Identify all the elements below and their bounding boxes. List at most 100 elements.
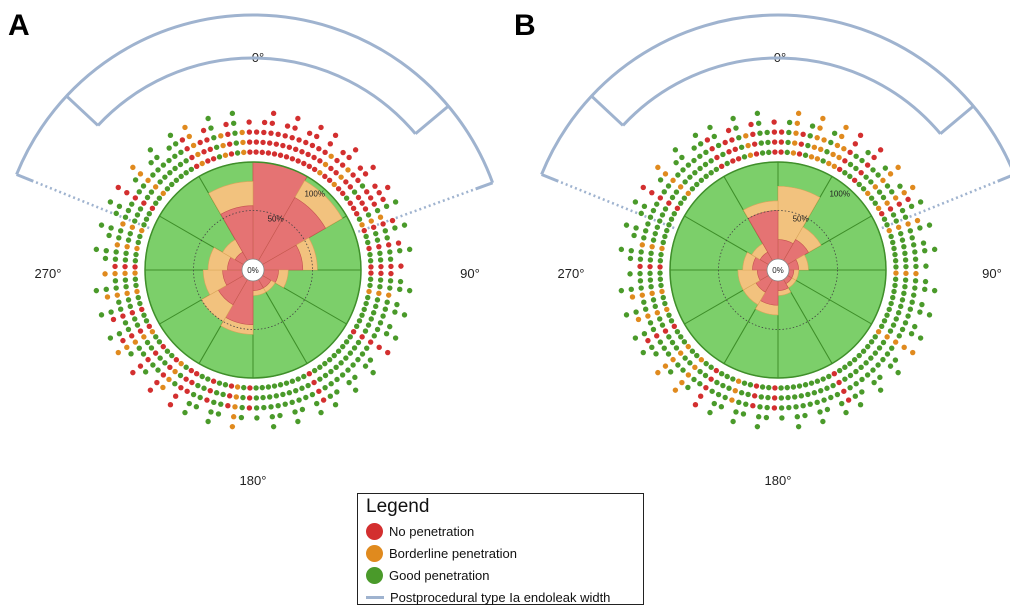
penetration-dot (283, 380, 290, 386)
penetration-dot (913, 270, 919, 277)
penetration-dot (751, 141, 758, 147)
penetration-dot (347, 350, 354, 356)
penetration-dot (286, 144, 293, 150)
penetration-dot (714, 154, 720, 161)
penetration-dot (295, 418, 301, 425)
penetration-dot (637, 256, 644, 262)
penetration-dot (184, 146, 190, 152)
penetration-dot (296, 397, 302, 403)
penetration-dot (286, 390, 293, 396)
penetration-dot (897, 183, 903, 189)
penetration-dot (338, 174, 344, 180)
penetration-dot (148, 345, 155, 351)
penetration-dot (758, 140, 764, 146)
penetration-dot (802, 152, 809, 158)
penetration-dot (208, 125, 214, 131)
center-hub (766, 258, 790, 282)
penetration-dot (167, 132, 174, 138)
penetration-dot (652, 303, 658, 310)
penetration-dot (346, 379, 352, 386)
penetration-dot (662, 171, 669, 177)
penetration-dot (167, 402, 174, 408)
penetration-dot (148, 159, 154, 166)
penetration-dot (383, 331, 390, 337)
penetration-dot (884, 183, 891, 189)
penetration-dot (370, 164, 376, 171)
penetration-dot (153, 200, 159, 206)
penetration-dot (759, 384, 766, 390)
penetration-dot (377, 284, 383, 290)
penetration-dot (365, 322, 372, 328)
penetration-dot (317, 364, 323, 370)
center-hub (241, 258, 265, 282)
penetration-dot (363, 233, 369, 240)
penetration-dot (637, 263, 643, 270)
penetration-dot (740, 411, 747, 417)
green-dot-icon (366, 566, 383, 584)
penetration-dot (680, 367, 686, 373)
penetration-dot (826, 160, 832, 167)
penetration-dot (139, 227, 145, 234)
penetration-dot (884, 312, 890, 318)
radius-label-50: 50% (268, 215, 284, 224)
fifty-percent-ring (193, 210, 313, 330)
penetration-dot (205, 115, 211, 122)
penetration-dot (830, 382, 836, 389)
penetration-dot (794, 414, 801, 420)
penetration-dot (905, 221, 911, 227)
penetration-dot (102, 255, 109, 262)
penetration-dot (895, 224, 902, 230)
penetration-dot (144, 194, 151, 201)
penetration-dot (741, 154, 748, 160)
penetration-dot (301, 160, 307, 167)
penetration-dot (108, 225, 114, 231)
penetration-dot (132, 218, 138, 224)
penetration-dot (124, 290, 130, 297)
penetration-dot (771, 405, 778, 411)
penetration-dot (368, 218, 374, 224)
penetration-dot (795, 423, 802, 430)
penetration-dot (155, 167, 161, 173)
penetration-dot (890, 212, 897, 218)
panel-b-angle-180: 180° (765, 473, 792, 488)
penetration-dot (271, 383, 278, 389)
penetration-dot (654, 310, 661, 316)
penetration-dot (112, 263, 118, 270)
penetration-dot (871, 154, 877, 161)
penetration-dot (143, 216, 150, 222)
penetration-dot (902, 214, 909, 220)
penetration-dot (104, 294, 111, 300)
penetration-dot (98, 312, 105, 318)
penetration-dot (784, 384, 790, 391)
penetration-dot (314, 400, 320, 407)
penetration-dot (669, 339, 676, 346)
penetration-dot (657, 339, 664, 345)
penetration-dot (638, 210, 644, 217)
penetration-dot (378, 263, 384, 270)
penetration-dot (207, 387, 213, 394)
penetration-dot (134, 322, 141, 328)
penetration-dot (805, 391, 811, 398)
penetration-dot (648, 250, 654, 256)
penetration-dot (890, 322, 897, 328)
penetration-dot (186, 400, 192, 407)
penetration-dot (332, 402, 339, 408)
penetration-dot (137, 233, 143, 240)
penetration-dot (368, 264, 374, 270)
penetration-dot (687, 174, 693, 180)
penetration-dot (172, 153, 178, 159)
penetration-dot (338, 360, 344, 366)
penetration-dot (133, 251, 139, 258)
penetration-dot (637, 278, 644, 284)
penetration-dot (817, 125, 823, 131)
penetration-dot (199, 160, 205, 167)
penetration-dot (225, 402, 231, 409)
panel-a-polar-plot: 0% 50% 100% (15, 13, 495, 430)
penetration-dot (387, 285, 393, 291)
penetration-dot (751, 393, 758, 399)
penetration-dot (847, 384, 853, 391)
penetration-dot (241, 384, 247, 391)
penetration-dot (211, 399, 217, 406)
penetration-dot (858, 169, 864, 176)
penetration-dot (638, 249, 644, 255)
